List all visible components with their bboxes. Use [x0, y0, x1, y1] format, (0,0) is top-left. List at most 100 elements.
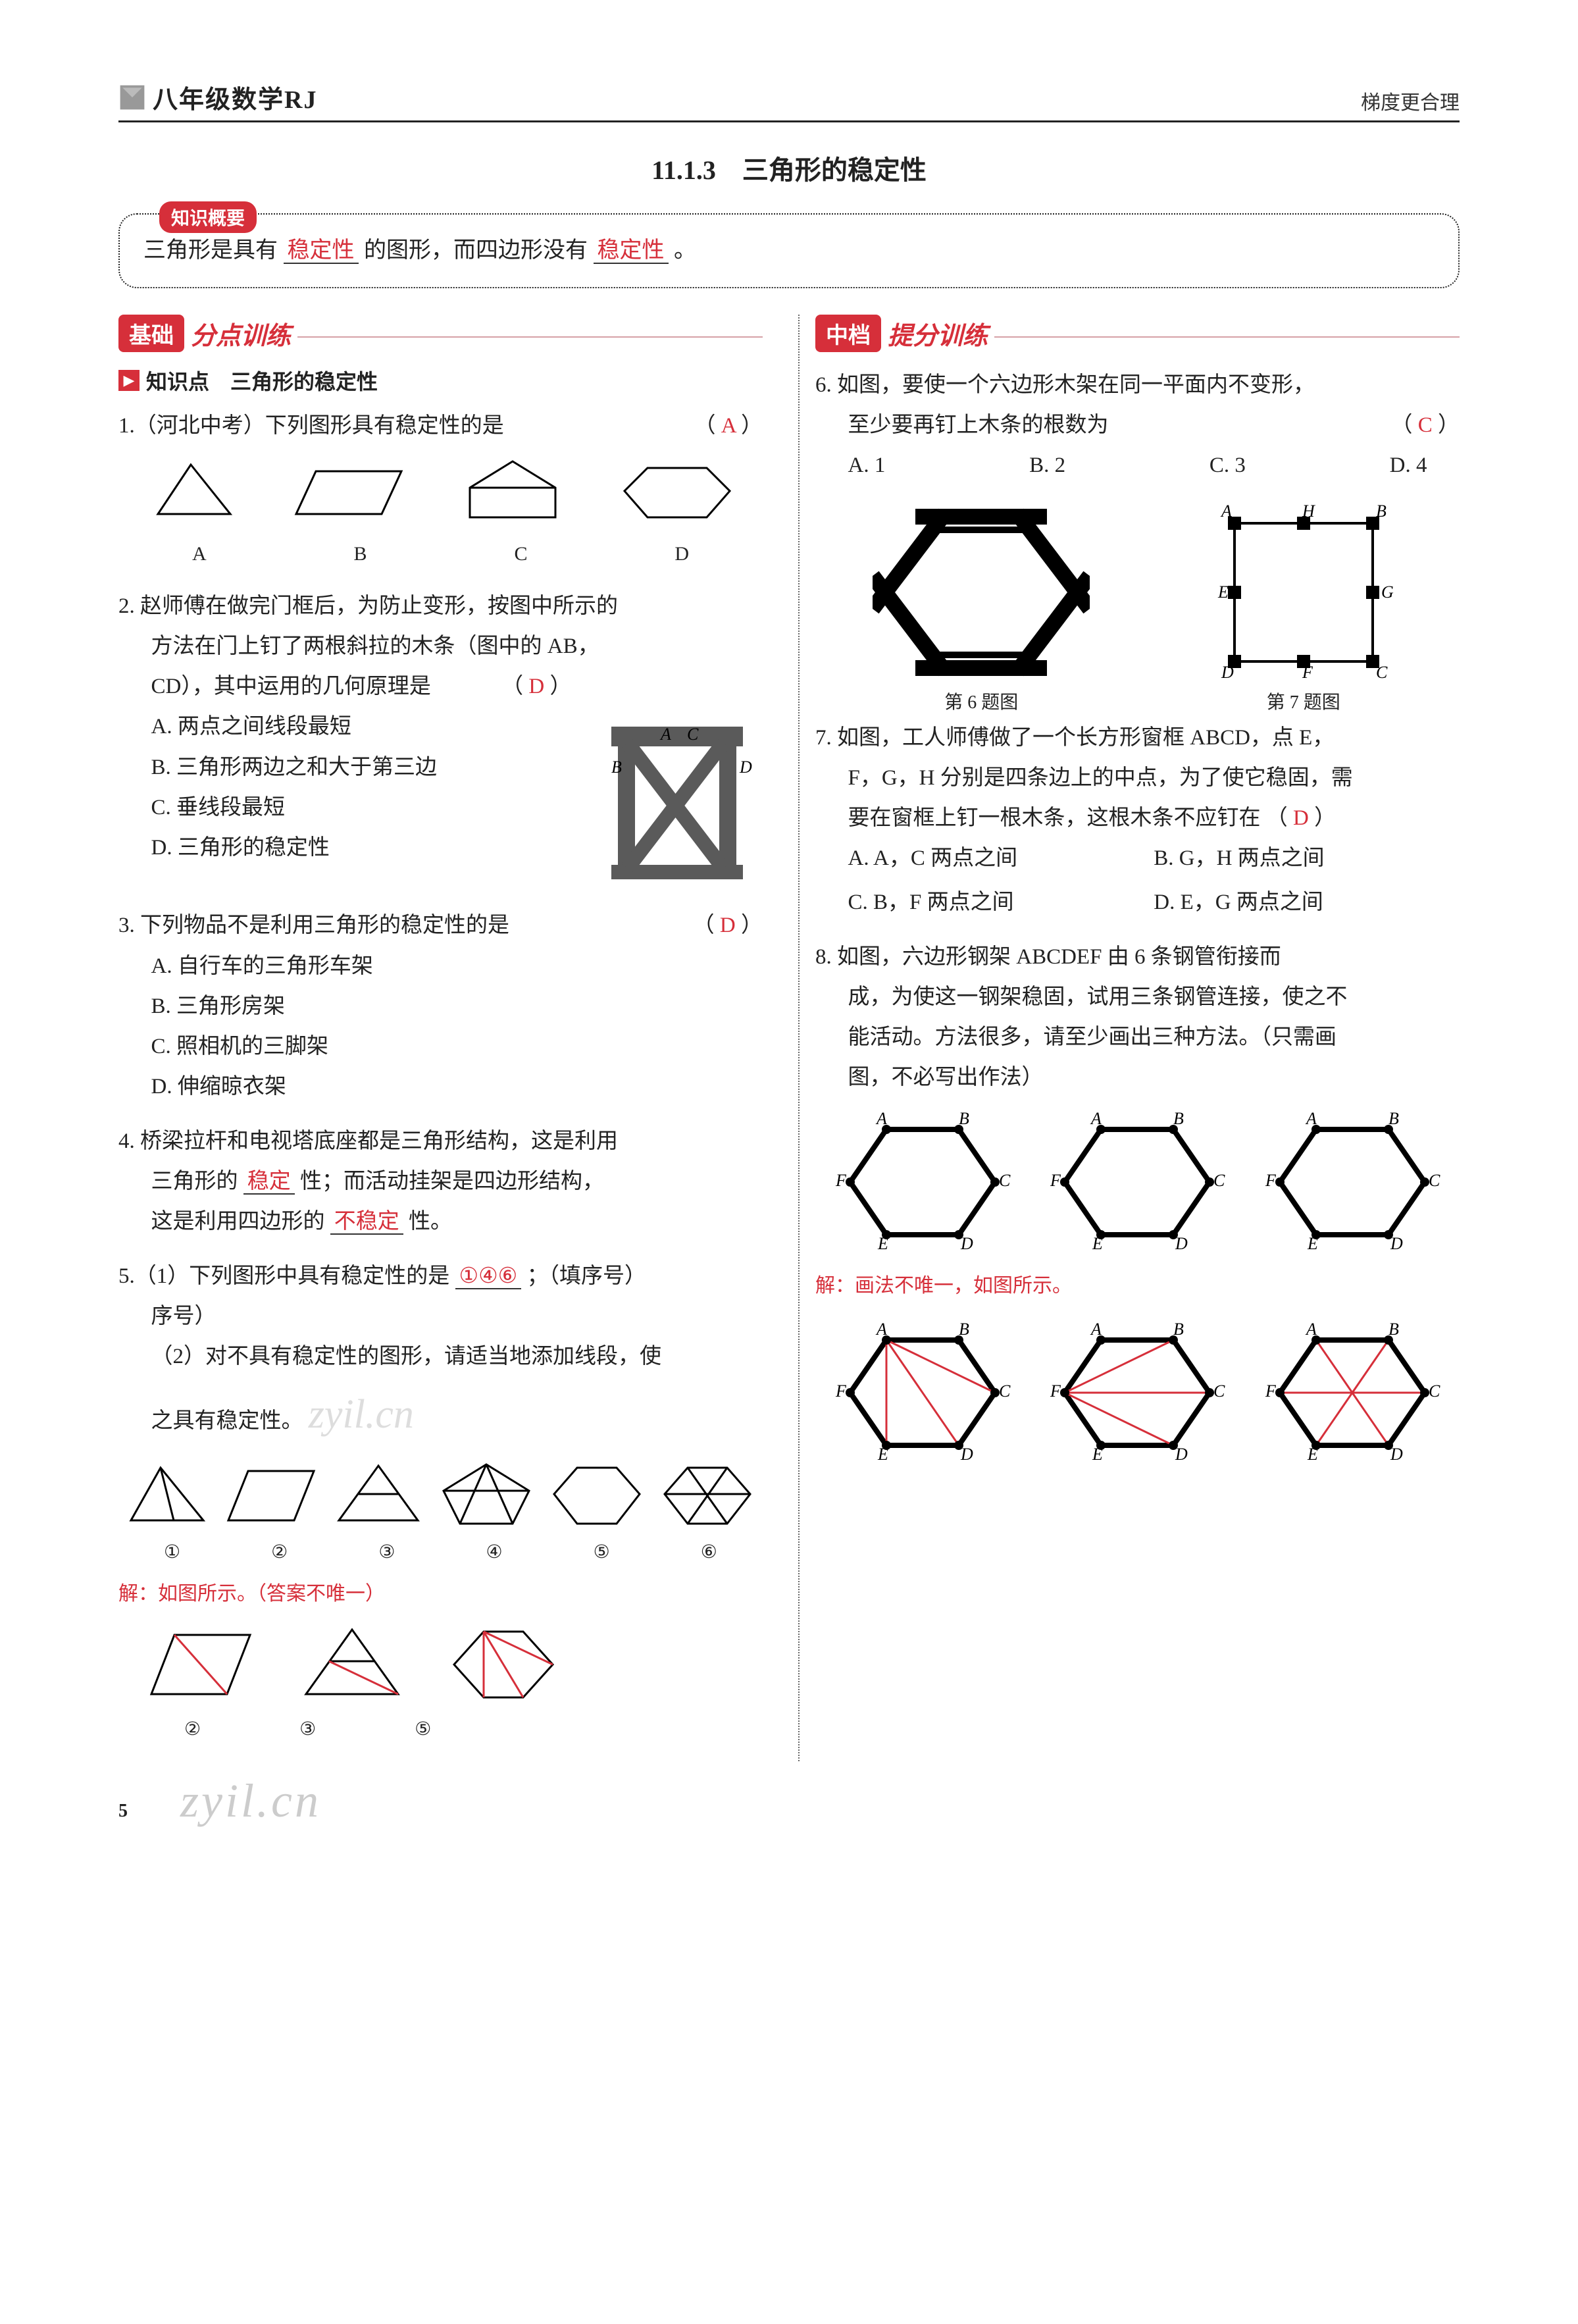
svg-text:B: B — [1173, 1109, 1184, 1128]
q4-p0: 4. 桥梁拉杆和电视塔底座都是三角形结构，这是利用 — [118, 1129, 618, 1153]
q1-shape-D-hexagon — [615, 452, 740, 530]
svg-text:F: F — [1302, 663, 1313, 682]
q2-answer: D — [528, 675, 544, 698]
q2-optC: C. 垂线段最短 — [118, 788, 592, 828]
mid-underline — [994, 321, 1460, 338]
svg-text:F: F — [1265, 1381, 1277, 1401]
q6-optD: D. 4 — [1390, 446, 1427, 486]
svg-text:C: C — [687, 725, 699, 744]
q4-fill-0: 稳定 — [243, 1170, 295, 1195]
q1-text: 1.（河北中考）下列图形具有稳定性的是 — [118, 414, 504, 438]
basic-band: 基础 分点训练 — [118, 315, 763, 352]
q2-optD: D. 三角形的稳定性 — [118, 828, 592, 868]
q8-l0: 8. 如图，六边形钢架 ABCDEF 由 6 条钢管衔接而 — [815, 937, 1460, 977]
question-2: 2. 赵师傅在做完门框后，为防止变形，按图中所示的 方法在门上钉了两根斜拉的木条… — [118, 586, 763, 891]
q8-hex-3: ABCDEF — [1260, 1103, 1444, 1261]
q1-shape-A-triangle — [141, 452, 240, 530]
q7-l2: 要在窗框上钉一根木条，这根木条不应钉在 （ D ） — [815, 798, 1460, 839]
question-4: 4. 桥梁拉杆和电视塔底座都是三角形结构，这是利用 三角形的 稳定 性；而活动挂… — [118, 1122, 763, 1242]
svg-text:D: D — [739, 758, 752, 777]
q5-sol-5 — [447, 1622, 559, 1707]
q8-solution-note: 解：画法不唯一，如图所示。 — [815, 1268, 1460, 1304]
q3-optA: A. 自行车的三角形车架 — [118, 946, 763, 987]
svg-text:E: E — [877, 1234, 888, 1253]
q1-label-C: C — [514, 536, 527, 573]
svg-text:C: C — [1376, 663, 1388, 682]
q2-line-0: 2. 赵师傅在做完门框后，为防止变形，按图中所示的 — [118, 586, 763, 627]
q6-optB: B. 2 — [1029, 446, 1065, 486]
q2-optB: B. 三角形两边之和大于第三边 — [118, 748, 592, 788]
q7-figure-block: AHB EG DFC 第 7 题图 — [1205, 500, 1402, 714]
q6-optA: A. 1 — [848, 446, 886, 486]
svg-text:D: D — [1390, 1234, 1403, 1253]
svg-text:B: B — [611, 758, 622, 777]
q6-options: A. 1 B. 2 C. 3 D. 4 — [815, 446, 1460, 486]
q7-optC: C. B，F 两点之间 — [848, 883, 1154, 923]
q1-label-A: A — [192, 536, 207, 573]
q5-lbl-5: ⑤ — [594, 1536, 610, 1570]
q3-optD: D. 伸缩晾衣架 — [118, 1067, 763, 1107]
mid-title: 提分训练 — [888, 315, 988, 351]
q5-sol-labels: ② ③ ⑤ — [118, 1713, 763, 1747]
svg-text:E: E — [1217, 582, 1229, 602]
play-icon: ▶ — [118, 370, 140, 391]
q8-hex-row-2: ABCDEF ABCDEF ABCDEF — [815, 1314, 1460, 1472]
footer: 5 zyil.cn — [118, 1761, 1460, 1828]
q5-solution-figs — [118, 1622, 763, 1707]
svg-text:F: F — [835, 1381, 847, 1401]
q5-shape-6 — [658, 1458, 757, 1530]
q7-optD: D. E，G 两点之间 — [1154, 883, 1460, 923]
q1-shape-C-pentagon — [457, 452, 569, 530]
svg-text:E: E — [1307, 1445, 1318, 1464]
q5-p1-suffix: ；（填序号） — [527, 1264, 647, 1288]
svg-text:C: C — [1213, 1171, 1225, 1190]
svg-text:B: B — [959, 1109, 969, 1128]
q8-hex-1: ABCDEF — [830, 1103, 1015, 1261]
q2-optA: A. 两点之间线段最短 — [118, 707, 592, 747]
q2-line-1: 方法在门上钉了两根斜拉的木条（图中的 AB， — [118, 627, 763, 667]
q1-answer-paren: （ A ） — [694, 406, 763, 446]
q5-lbl-4: ④ — [486, 1536, 502, 1570]
q1-shapes — [118, 452, 763, 530]
q8-hex-2: ABCDEF — [1045, 1103, 1229, 1261]
svg-text:H: H — [1302, 502, 1315, 521]
kb-part-0: 三角形是具有 — [143, 238, 278, 263]
q5-sol-lbl-5: ⑤ — [415, 1713, 431, 1747]
q3-optB: B. 三角形房架 — [118, 987, 763, 1027]
q4-fill-1: 不稳定 — [330, 1210, 403, 1235]
q6-l0: 6. 如图，要使一个六边形木架在同一平面内不变形， — [815, 365, 1460, 405]
q8-hex-row-1: ABCDEF ABCDEF ABCDEF — [815, 1103, 1460, 1261]
svg-text:B: B — [959, 1320, 969, 1339]
knowledge-content: 三角形是具有 稳定性 的图形，而四边形没有 稳定性 。 — [143, 232, 1435, 270]
svg-text:F: F — [835, 1171, 847, 1190]
question-6: 6. 如图，要使一个六边形木架在同一平面内不变形， 至少要再钉上木条的根数为 （… — [815, 365, 1460, 486]
svg-text:A: A — [1305, 1109, 1317, 1128]
mid-tag: 中档 — [815, 315, 881, 352]
q5-shapes — [118, 1458, 763, 1530]
svg-text:D: D — [1175, 1234, 1188, 1253]
svg-text:D: D — [960, 1234, 973, 1253]
q5-part1-extra: 序号） — [118, 1297, 763, 1337]
q7-rect-frame: AHB EG DFC — [1205, 500, 1402, 684]
watermark-text: zyil.cn — [180, 1774, 321, 1828]
q6-answer: C — [1418, 413, 1433, 437]
q7-l2-text: 要在窗框上钉一根木条，这根木条不应钉在 — [848, 806, 1261, 830]
q5-p1-prefix: 5.（1）下列图形中具有稳定性的是 — [118, 1264, 449, 1288]
q4-p4: 性。 — [409, 1210, 452, 1233]
q5-shape-4 — [437, 1458, 536, 1530]
q5-lbl-6: ⑥ — [701, 1536, 717, 1570]
svg-text:D: D — [1390, 1445, 1403, 1464]
q4-p2: 性；而活动挂架是四边形结构， — [300, 1170, 604, 1193]
svg-text:C: C — [999, 1381, 1011, 1401]
page-number: 5 — [118, 1801, 128, 1822]
q6-optC: C. 3 — [1209, 446, 1246, 486]
q7-optB: B. G，H 两点之间 — [1154, 839, 1460, 879]
svg-text:A: A — [1220, 502, 1232, 521]
q8-l1: 成，为使这一钢架稳固，试用三条钢管连接，使之不 — [815, 977, 1460, 1018]
q5-p2-l1: 之具有稳定性。 zyil.cn — [118, 1377, 763, 1453]
q8-sol-3: ABCDEF — [1260, 1314, 1444, 1472]
svg-text:A: A — [1090, 1109, 1102, 1128]
q6-hex-frame — [873, 500, 1090, 684]
q4-p1: 三角形的 — [118, 1170, 238, 1193]
q8-sol-1: ABCDEF — [830, 1314, 1015, 1472]
